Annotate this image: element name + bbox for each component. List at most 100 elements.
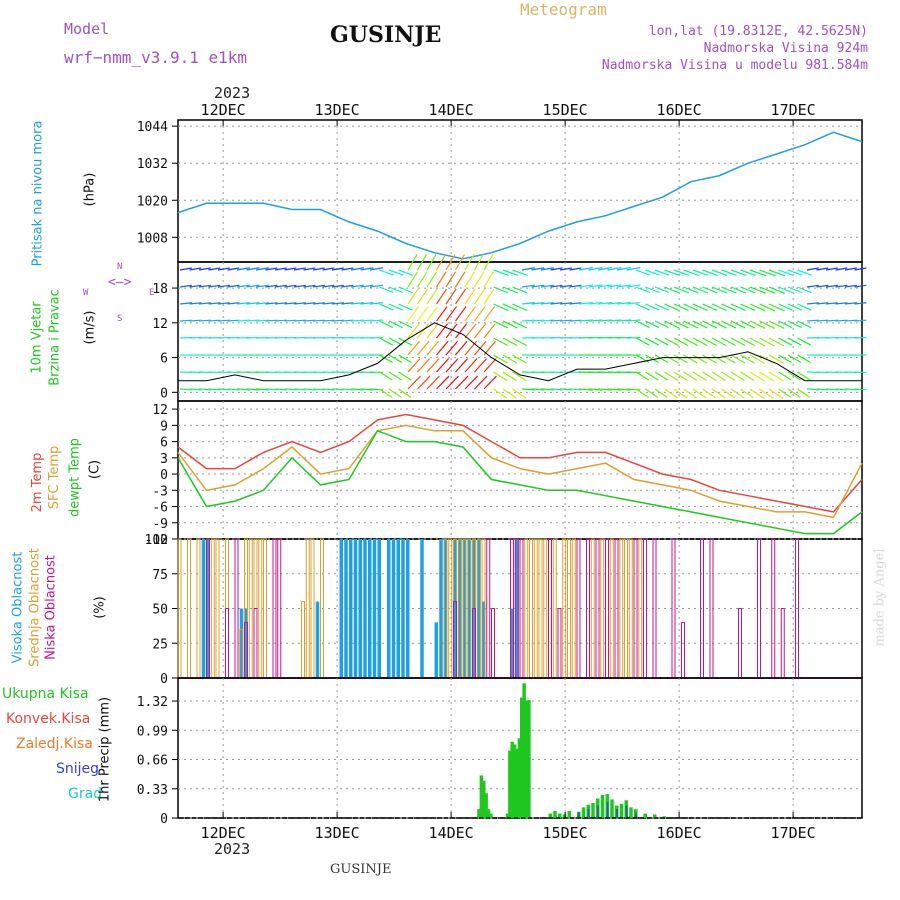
wind-arrow: [702, 337, 717, 347]
wind-arrow: [379, 269, 394, 276]
wind-arrow: [179, 284, 192, 288]
year-bottom: 2023: [214, 840, 251, 858]
mid-cloud-bar: [628, 538, 633, 679]
wind-arrow: [179, 302, 192, 305]
high-cloud-bar: [315, 601, 320, 678]
precip-bar: [482, 780, 486, 818]
cloud-ytick-label: 50: [152, 603, 168, 618]
wind-arrow: [711, 303, 727, 312]
wind-arrow: [683, 371, 698, 381]
wind-arrow: [493, 320, 509, 329]
wind-arrow: [749, 388, 765, 400]
top-day-label: 16DEC: [657, 101, 702, 119]
wind-arrow: [293, 319, 307, 322]
precip-bar: [600, 794, 605, 818]
wind-arrow: [835, 319, 848, 322]
wind-arrow: [360, 302, 374, 305]
wind-arrow: [721, 371, 736, 381]
wind-arrow: [331, 267, 344, 271]
high-cloud-bar: [482, 601, 486, 678]
temperature-ytick-label: -6: [152, 501, 168, 516]
precip-bar: [548, 813, 552, 818]
wind-arrow: [217, 388, 231, 391]
wind-arrow: [445, 254, 456, 271]
wind-arrow: [740, 388, 755, 399]
wind-arrow: [407, 340, 421, 356]
high-cloud-bar: [239, 608, 244, 678]
precip-bar: [489, 813, 493, 818]
wind-arrow: [550, 284, 563, 288]
low-cloud-bar: [557, 608, 562, 679]
pressure-ytick-label: 1020: [137, 194, 168, 209]
wind-arrow: [778, 354, 792, 364]
wind-arrow: [464, 323, 477, 339]
wind-arrow: [797, 286, 812, 294]
wind-arrow: [416, 271, 428, 288]
wind-arrow: [730, 320, 746, 329]
wind-arrow: [673, 303, 689, 312]
wind-arrow: [521, 388, 536, 391]
wind-arrow: [664, 269, 680, 277]
wind-arrow: [445, 358, 459, 373]
temperature-ytick-label: 12: [152, 403, 168, 418]
low-cloud-bar: [681, 621, 685, 679]
cloud-ytick-label: 75: [152, 568, 168, 583]
wind-arrow: [759, 303, 776, 312]
wind-arrow: [778, 269, 793, 276]
wind-arrow: [692, 286, 709, 294]
wind-arrow: [265, 388, 278, 391]
wind-arrow: [341, 319, 354, 322]
wind-arrow: [797, 337, 812, 346]
cloud-ytick-label: 0: [160, 672, 168, 687]
mid-cloud-bar: [624, 538, 628, 679]
wind-arrow: [217, 302, 230, 305]
wind-arrow: [388, 286, 404, 294]
wind-arrow: [246, 319, 260, 322]
wind-arrow: [502, 303, 518, 312]
mid-cloud-bar: [301, 601, 305, 679]
wind-arrow: [265, 319, 278, 322]
mid-cloud-bar: [529, 538, 533, 679]
wind-arrow: [749, 337, 766, 347]
wind-arrow: [208, 284, 221, 288]
bottom-day-label: 16DEC: [657, 824, 702, 842]
low-cloud-bar: [486, 538, 491, 679]
legend-freezing-rain: Zaledj.Kisa: [16, 736, 93, 752]
wind-arrow: [208, 267, 221, 271]
wind-arrow: [255, 319, 270, 322]
mid-cloud-bar: [571, 538, 576, 679]
wind-arrow: [455, 288, 467, 305]
precip-bar: [567, 810, 571, 818]
model-label: Model: [64, 20, 110, 38]
wind-arrow: [673, 337, 689, 347]
wind-arrow: [417, 306, 429, 322]
high-cloud-bar: [339, 539, 343, 678]
temperature-ytick-label: -3: [152, 484, 168, 499]
sfc-temp-line: [177, 424, 863, 519]
precip-bar: [512, 744, 517, 818]
wind-arrow: [759, 320, 776, 329]
wind-arrow: [227, 284, 240, 288]
wind-arrow: [626, 266, 641, 271]
wind-arrow: [768, 303, 785, 312]
wind-arrow: [673, 269, 690, 277]
precip-bar: [505, 813, 510, 818]
snow-bar: [616, 809, 618, 818]
wind-arrow: [607, 319, 622, 322]
wind-arrow: [379, 303, 394, 311]
wind-arrow: [683, 354, 698, 364]
wind-arrow: [730, 269, 747, 277]
wind-arrow: [274, 302, 287, 305]
compass-e: E: [149, 288, 155, 298]
temperature-ytick-label: 0: [160, 468, 168, 483]
wind-arrow: [730, 388, 745, 399]
wind-arrow: [778, 371, 792, 381]
wind-ytick-label: 12: [152, 317, 168, 332]
wind-arrow: [778, 337, 793, 346]
precipitation-ytick-label: 0: [160, 812, 168, 827]
high-cloud-bar: [201, 539, 206, 678]
wind-arrow: [711, 371, 726, 381]
wind-arrow: [844, 319, 858, 322]
wind-arrow: [407, 323, 420, 339]
wind-arrow: [588, 319, 603, 322]
